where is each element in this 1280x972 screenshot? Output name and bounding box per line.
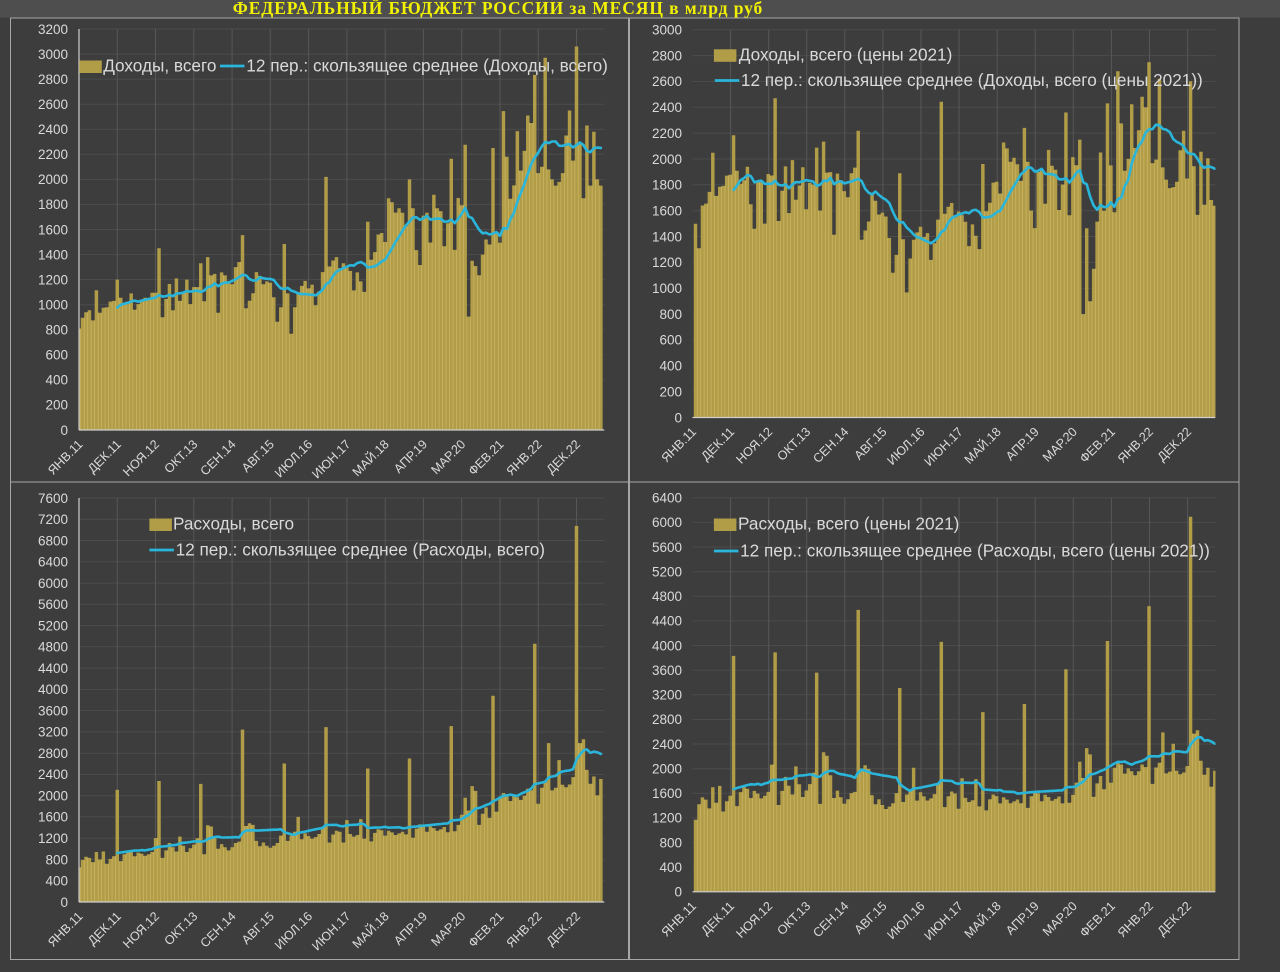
svg-text:1200: 1200 [652, 255, 682, 270]
svg-text:0: 0 [60, 895, 68, 910]
svg-text:1800: 1800 [652, 178, 682, 193]
svg-text:2800: 2800 [38, 72, 68, 87]
svg-text:3600: 3600 [38, 703, 68, 718]
svg-text:12 пер.: скользящее среднее (Р: 12 пер.: скользящее среднее (Расходы, вс… [740, 541, 1210, 561]
svg-text:800: 800 [45, 852, 68, 867]
svg-text:200: 200 [659, 384, 682, 399]
svg-text:1200: 1200 [38, 831, 68, 846]
svg-text:4800: 4800 [652, 589, 682, 604]
svg-text:Расходы, всего (цены 2021): Расходы, всего (цены 2021) [738, 514, 959, 534]
svg-text:400: 400 [659, 359, 682, 374]
svg-text:2800: 2800 [652, 48, 682, 63]
svg-text:3200: 3200 [652, 688, 682, 703]
svg-text:1600: 1600 [38, 810, 68, 825]
svg-text:6000: 6000 [652, 515, 682, 530]
svg-text:800: 800 [659, 307, 682, 322]
svg-text:7600: 7600 [38, 491, 68, 506]
svg-text:3000: 3000 [652, 23, 682, 38]
svg-text:2200: 2200 [38, 147, 68, 162]
svg-text:1800: 1800 [38, 197, 68, 212]
svg-text:1200: 1200 [38, 272, 68, 287]
svg-text:0: 0 [674, 885, 682, 900]
svg-text:2200: 2200 [652, 126, 682, 141]
svg-text:1000: 1000 [38, 298, 68, 313]
svg-text:6400: 6400 [38, 555, 68, 570]
svg-text:3600: 3600 [652, 663, 682, 678]
svg-text:400: 400 [45, 874, 68, 889]
svg-text:2800: 2800 [38, 746, 68, 761]
svg-text:1400: 1400 [38, 247, 68, 262]
svg-text:6400: 6400 [652, 491, 682, 506]
svg-text:12 пер.: скользящее среднее (Д: 12 пер.: скользящее среднее (Доходы, все… [246, 56, 608, 76]
svg-text:Расходы, всего: Расходы, всего [173, 514, 294, 534]
svg-text:4000: 4000 [38, 682, 68, 697]
svg-text:800: 800 [659, 835, 682, 850]
svg-text:400: 400 [45, 373, 68, 388]
svg-text:1200: 1200 [652, 811, 682, 826]
svg-text:2600: 2600 [38, 97, 68, 112]
svg-text:2400: 2400 [38, 767, 68, 782]
svg-text:3000: 3000 [38, 47, 68, 62]
svg-text:12 пер.: скользящее среднее (Д: 12 пер.: скользящее среднее (Доходы, все… [741, 70, 1203, 90]
svg-text:3200: 3200 [38, 22, 68, 37]
svg-text:12 пер.: скользящее среднее (Р: 12 пер.: скользящее среднее (Расходы, вс… [176, 540, 545, 560]
svg-text:2400: 2400 [652, 737, 682, 752]
svg-text:4800: 4800 [38, 640, 68, 655]
svg-text:ФЕДЕРАЛЬНЫЙ БЮДЖЕТ РОССИИ за М: ФЕДЕРАЛЬНЫЙ БЮДЖЕТ РОССИИ за МЕСЯЦ в млр… [233, 0, 763, 18]
svg-text:4000: 4000 [652, 638, 682, 653]
svg-text:1000: 1000 [652, 281, 682, 296]
svg-text:6000: 6000 [38, 576, 68, 591]
svg-text:6800: 6800 [38, 533, 68, 548]
svg-text:5200: 5200 [652, 565, 682, 580]
svg-text:4400: 4400 [38, 661, 68, 676]
svg-text:0: 0 [60, 423, 68, 438]
svg-text:2000: 2000 [38, 789, 68, 804]
svg-text:Доходы, всего: Доходы, всего [103, 56, 216, 76]
svg-text:2000: 2000 [38, 172, 68, 187]
svg-text:400: 400 [659, 860, 682, 875]
svg-text:5200: 5200 [38, 618, 68, 633]
svg-text:5600: 5600 [652, 540, 682, 555]
svg-text:600: 600 [45, 348, 68, 363]
svg-text:4400: 4400 [652, 614, 682, 629]
svg-text:2000: 2000 [652, 762, 682, 777]
svg-text:5600: 5600 [38, 597, 68, 612]
svg-text:1600: 1600 [652, 204, 682, 219]
svg-text:1400: 1400 [652, 229, 682, 244]
svg-text:7200: 7200 [38, 512, 68, 527]
svg-text:0: 0 [674, 410, 682, 425]
svg-text:2800: 2800 [652, 712, 682, 727]
svg-text:800: 800 [45, 323, 68, 338]
svg-text:2400: 2400 [38, 122, 68, 137]
svg-text:1600: 1600 [652, 786, 682, 801]
svg-text:200: 200 [45, 398, 68, 413]
svg-text:Доходы, всего (цены 2021): Доходы, всего (цены 2021) [739, 44, 953, 64]
svg-text:1600: 1600 [38, 222, 68, 237]
svg-text:600: 600 [659, 333, 682, 348]
svg-text:2600: 2600 [652, 74, 682, 89]
svg-text:2000: 2000 [652, 152, 682, 167]
svg-text:3200: 3200 [38, 725, 68, 740]
svg-text:2400: 2400 [652, 100, 682, 115]
